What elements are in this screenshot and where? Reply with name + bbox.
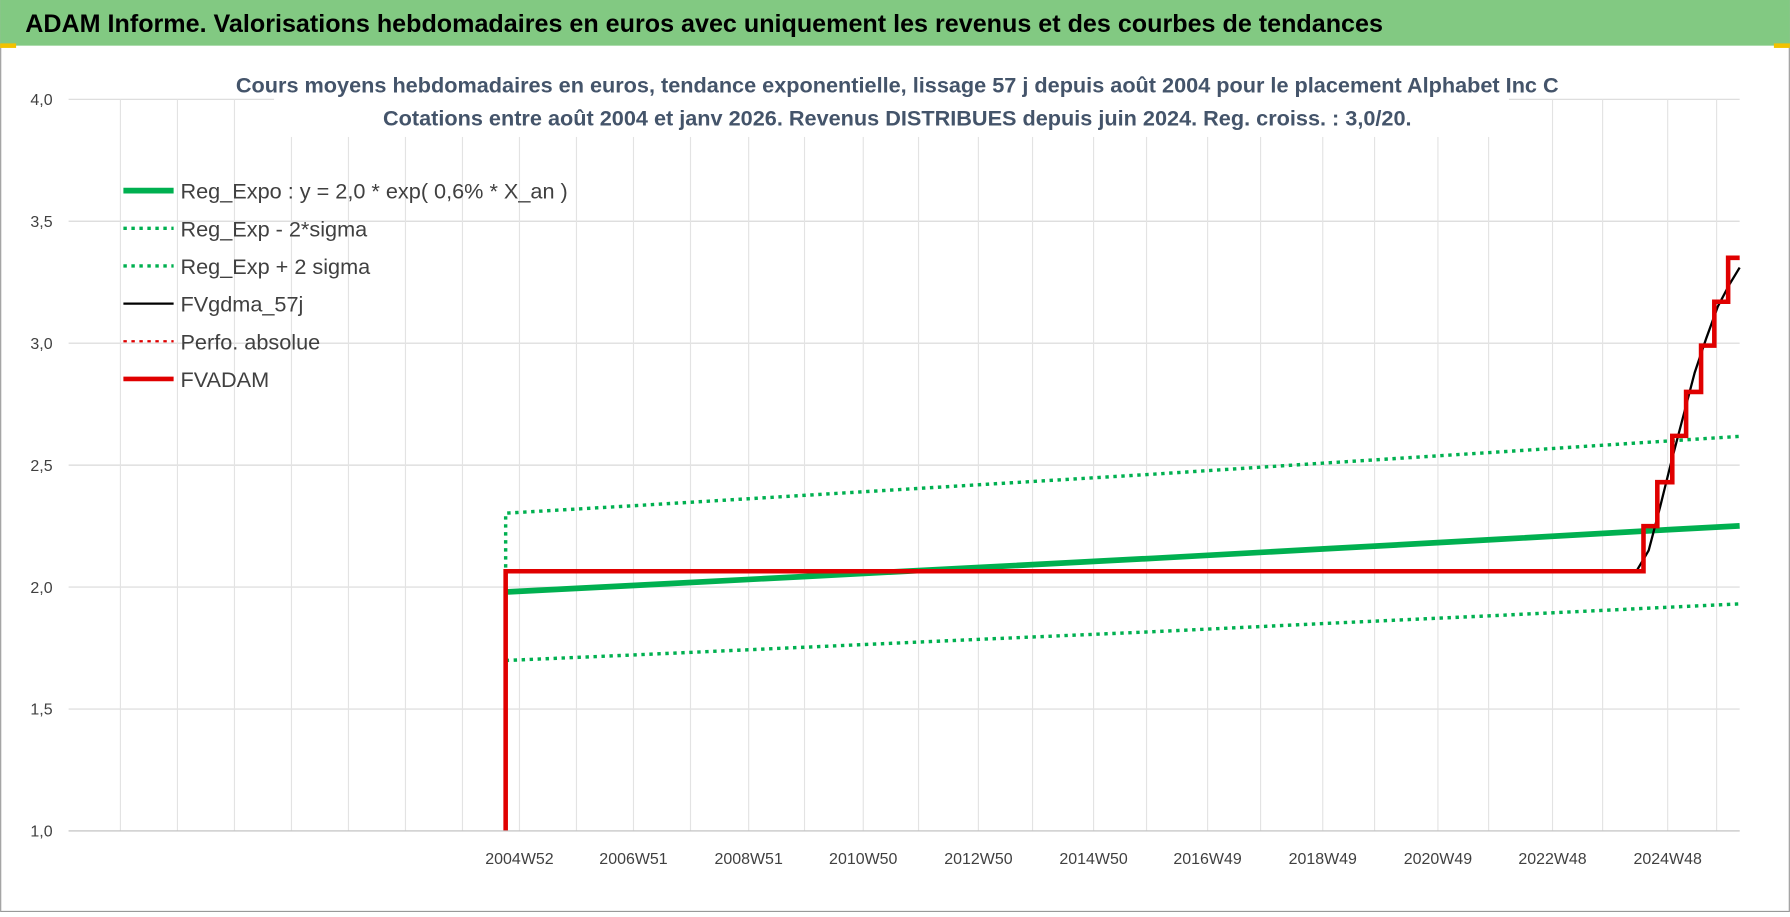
x-tick-label: 2008W51 [714,851,782,868]
x-tick-label: 2004W52 [485,851,553,868]
y-tick-label: 3,5 [30,214,52,231]
x-tick-label: 2022W48 [1518,851,1586,868]
y-tick-label: 1,0 [30,824,52,841]
series-line [503,434,1740,568]
axes: 1,0 1,5 2,0 2,5 3,0 3,5 4,0 2004W52 2006W51 2008W… [30,92,1740,868]
series-line [505,602,1740,663]
y-tick-label: 2,0 [30,580,52,597]
x-tick-label: 2006W51 [599,851,667,868]
series-line [503,255,1740,831]
x-tick-label: 2016W49 [1173,851,1241,868]
legend-label: Perfo. absolue [180,329,320,354]
header-bar [0,0,1790,46]
y-tick-label: 3,0 [30,336,52,353]
legend-label: FVADAM [180,367,269,392]
corner [1773,43,1790,48]
x-tick-label: 2012W50 [944,851,1012,868]
legend-label: Reg_Exp - 2*sigma [180,216,368,241]
header-title: ADAM Informe. Valorisations hebdomadaire… [25,10,1383,38]
chart-title: Cours moyens hebdomadaires en euros, ten… [236,72,1559,97]
series-lines [503,255,1741,831]
y-tick-label: 4,0 [30,92,52,109]
x-tick-label: 2020W49 [1404,851,1472,868]
legend-label: Reg_Exp + 2 sigma [180,254,371,279]
y-tick-label: 1,5 [30,702,52,719]
corner [0,43,17,48]
legend-label: FVgdma_57j [180,292,303,317]
series-line [505,523,1740,595]
grid [68,98,1740,832]
chart-subtitle: Cotations entre août 2004 et janv 2026. … [383,106,1412,131]
legend-label: Reg_Expo : y = 2,0 * exp( 0,6% * X_an ) [180,179,567,204]
legend: Reg_Expo : y = 2,0 * exp( 0,6% * X_an ) R… [123,179,568,392]
x-tick-label: 2018W49 [1289,851,1357,868]
x-tick-label: 2024W48 [1633,851,1701,868]
x-tick-label: 2010W50 [829,851,897,868]
y-tick-label: 2,5 [30,458,52,475]
title-bg [274,68,1510,137]
x-tick-label: 2014W50 [1059,851,1127,868]
